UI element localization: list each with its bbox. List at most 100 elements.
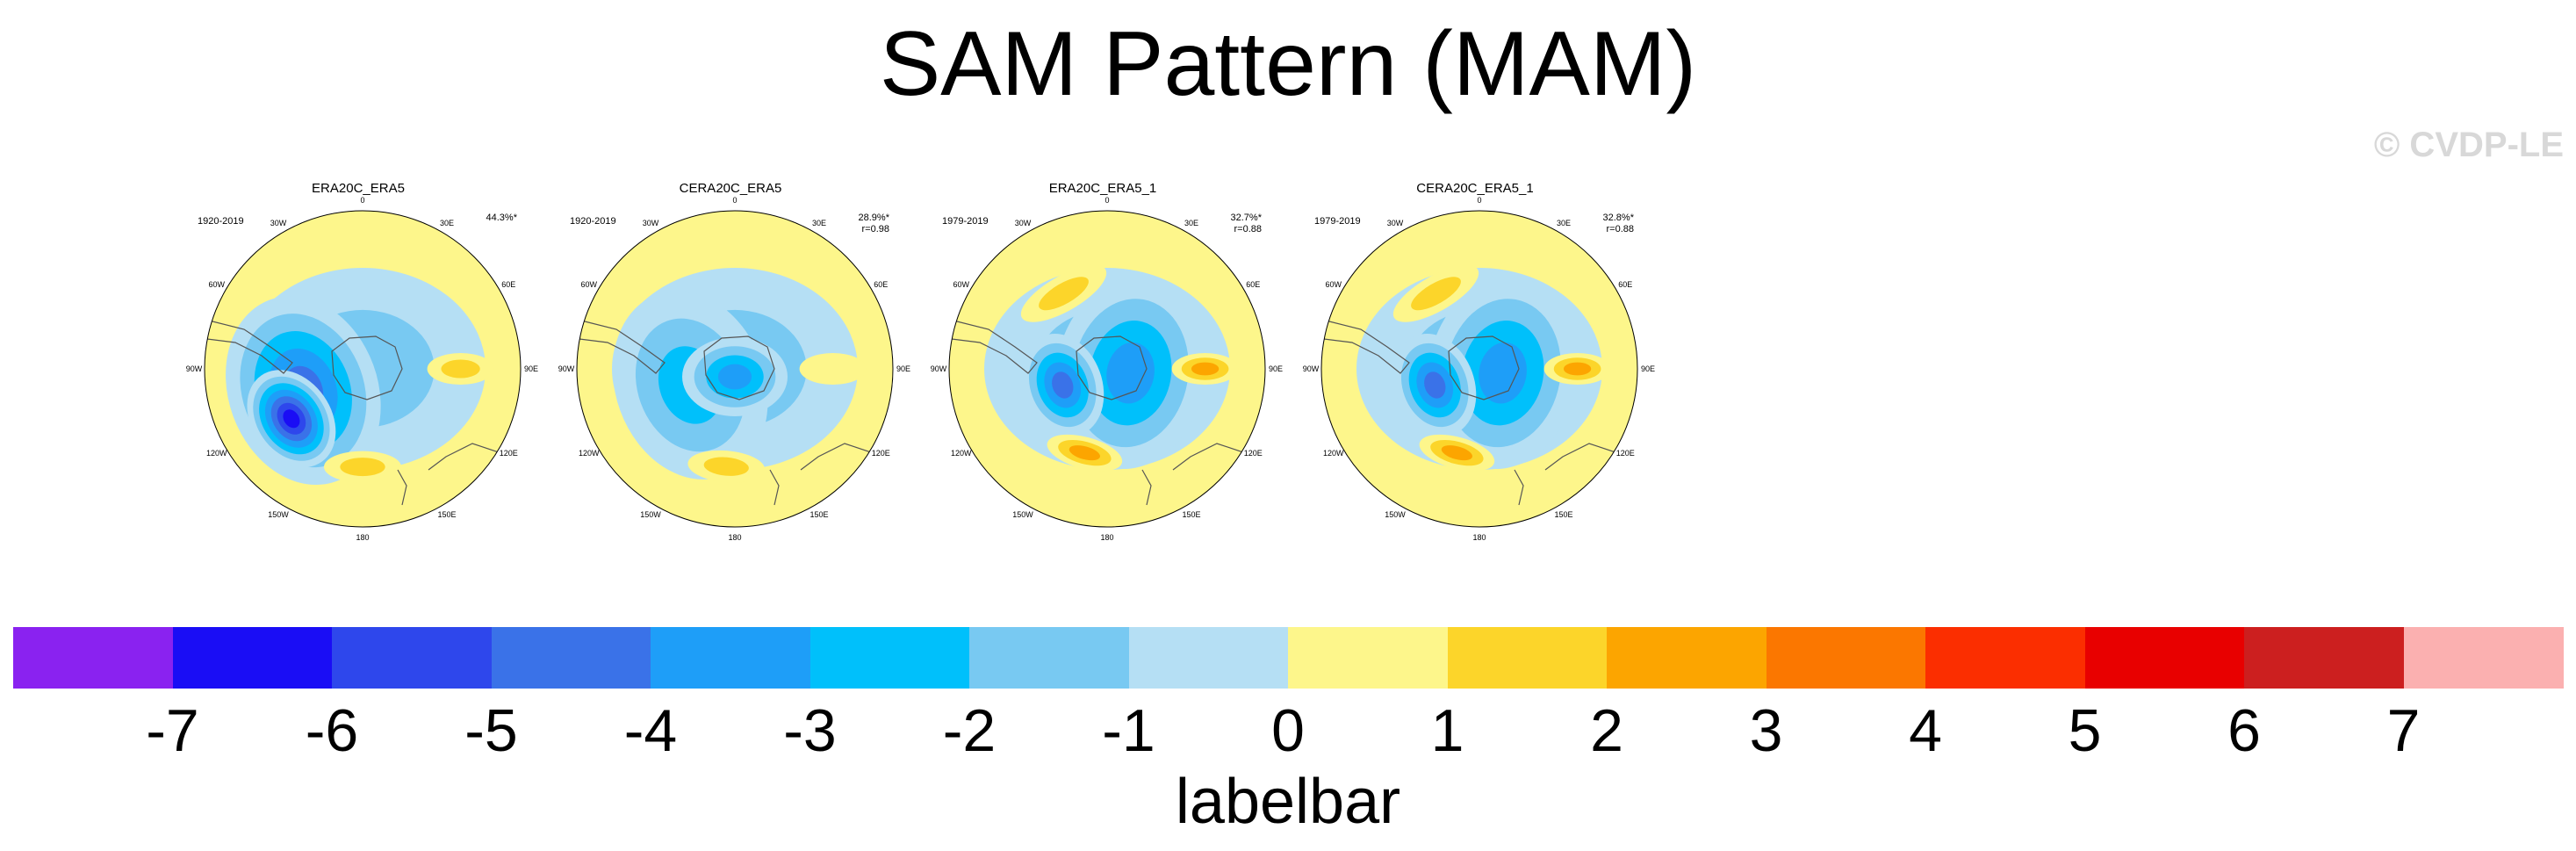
longitude-label: 90E — [523, 364, 538, 373]
colorbar-swatch — [13, 627, 173, 689]
page-title: SAM Pattern (MAM) — [879, 13, 1697, 115]
low-center-contour — [283, 409, 300, 429]
map-border — [948, 210, 1266, 528]
longitude-label: 30E — [1184, 218, 1198, 227]
longitude-label: 0 — [1477, 196, 1482, 205]
colorbar-swatch — [332, 627, 492, 689]
longitude-label: 60E — [501, 280, 516, 289]
polar-map — [204, 210, 522, 528]
map-panel: CERA20C_ERA5_1 1979-2019 32.8%* r=0.88 0 30E 6… — [1299, 180, 1655, 549]
longitude-label: 120W — [578, 449, 600, 458]
polar-map — [1320, 210, 1638, 528]
panel-period: 1920-2019 — [570, 216, 616, 227]
colorbar-swatch — [1925, 627, 2085, 689]
longitude-label: 90W — [558, 364, 575, 373]
colorbar-swatch — [2244, 627, 2404, 689]
ridge-east-contour — [1191, 362, 1220, 376]
colorbar-swatch — [809, 627, 970, 689]
colorbar-tick-label: 1 — [1430, 697, 1464, 764]
low-center-contour — [1052, 371, 1074, 399]
longitude-label: 180 — [356, 533, 370, 542]
longitude-label: 120W — [205, 449, 227, 458]
antarctica-coastline — [1076, 335, 1148, 400]
colorbar-tick-label: 5 — [2068, 697, 2102, 764]
ridge-south-contour — [1441, 445, 1472, 461]
map-border — [576, 210, 894, 528]
polar-map — [948, 210, 1266, 528]
longitude-label: 150E — [437, 510, 457, 520]
colorbar-swatch — [969, 627, 1129, 689]
colorbar-tick-label: 4 — [1909, 697, 1942, 764]
panel-stats: 44.3%* — [450, 213, 517, 224]
colorbar-tick-label: 6 — [2227, 697, 2261, 764]
ridge-west-contour — [1411, 277, 1461, 311]
longitude-label: 60W — [580, 280, 597, 289]
ridge-south-contour — [703, 457, 749, 476]
longitude-label: 90W — [930, 364, 947, 373]
colorbar-swatch — [1128, 627, 1289, 689]
panel-variance: 32.7%* — [1230, 213, 1262, 223]
south-america-coastline — [205, 320, 293, 374]
panel-period: 1920-2019 — [198, 216, 244, 227]
south-america-coastline — [577, 320, 666, 374]
longitude-label: 30W — [1014, 218, 1032, 227]
ridge-west-contour — [1039, 277, 1089, 311]
ridge-south-contour — [340, 458, 385, 477]
longitude-label: 150W — [1385, 510, 1406, 520]
panel-correlation: r=0.88 — [1606, 224, 1635, 234]
longitude-label: 180 — [728, 533, 742, 542]
longitude-label: 150E — [809, 510, 829, 520]
ridge-south-contour — [1069, 445, 1100, 461]
trough-contour — [1479, 342, 1527, 404]
colorbar-swatch — [172, 627, 333, 689]
longitude-label: 0 — [360, 196, 365, 205]
longitude-label: 120E — [1615, 449, 1635, 458]
colorbar-tick-label: -4 — [623, 697, 678, 764]
map-panel: CERA20C_ERA5 1920-2019 28.9%* r=0.98 0 30E 60E… — [555, 180, 910, 549]
longitude-label: 150W — [640, 510, 661, 520]
longitude-label: 30E — [1556, 218, 1571, 227]
longitude-label: 30W — [642, 218, 659, 227]
ridge-east-contour — [1563, 362, 1592, 376]
colorbar-tick-label: -1 — [1102, 697, 1155, 764]
panel-title: CERA20C_ERA5_1 — [1416, 181, 1534, 196]
longitude-label: 90W — [185, 364, 203, 373]
colorbar-swatch — [651, 627, 810, 689]
colorbar-swatch — [1288, 627, 1448, 689]
longitude-label: 150W — [1012, 510, 1033, 520]
panel-title: ERA20C_ERA5_1 — [1048, 181, 1157, 196]
colorbar-tick-label: -5 — [464, 697, 518, 764]
longitude-label: 30W — [1386, 218, 1404, 227]
colorbar-tick-label: -3 — [783, 697, 837, 764]
longitude-label: 180 — [1472, 533, 1486, 542]
colorbar-tick-label: 7 — [2386, 697, 2421, 764]
panel-variance: 44.3%* — [486, 213, 517, 223]
south-america-coastline — [949, 320, 1038, 374]
longitude-label: 120E — [499, 449, 518, 458]
colorbar-swatch — [491, 627, 651, 689]
panel-title: CERA20C_ERA5 — [679, 181, 782, 196]
map-panel: ERA20C_ERA5_1 1979-2019 32.7%* r=0.88 0 30E 60… — [927, 180, 1283, 549]
south-america-coastline — [1321, 320, 1410, 374]
longitude-label: 150E — [1554, 510, 1573, 520]
longitude-label: 150W — [268, 510, 289, 520]
longitude-label: 60W — [1325, 280, 1342, 289]
panel-title: ERA20C_ERA5 — [312, 181, 405, 196]
panel-stats: 32.8%* r=0.88 — [1567, 213, 1634, 235]
panel-period: 1979-2019 — [942, 216, 989, 227]
low-center-contour — [1424, 371, 1446, 399]
trough-contour — [1106, 342, 1155, 404]
longitude-label: 60W — [953, 280, 969, 289]
panel-stats: 28.9%* r=0.98 — [823, 213, 889, 235]
longitude-label: 60W — [208, 280, 225, 289]
antarctica-coastline — [703, 335, 775, 400]
map-panel: ERA20C_ERA5 1920-2019 44.3%* 0 30E 60E 90E 120E… — [183, 180, 538, 549]
longitude-label: 180 — [1100, 533, 1114, 542]
longitude-label: 30E — [811, 218, 826, 227]
watermark: © CVDP-LE — [2373, 126, 2564, 164]
panel-variance: 28.9%* — [858, 213, 889, 223]
longitude-label: 120E — [1243, 449, 1263, 458]
colorbar-tick-label: 2 — [1590, 697, 1623, 764]
antarctica-coastline — [331, 335, 403, 400]
longitude-label: 90W — [1302, 364, 1320, 373]
